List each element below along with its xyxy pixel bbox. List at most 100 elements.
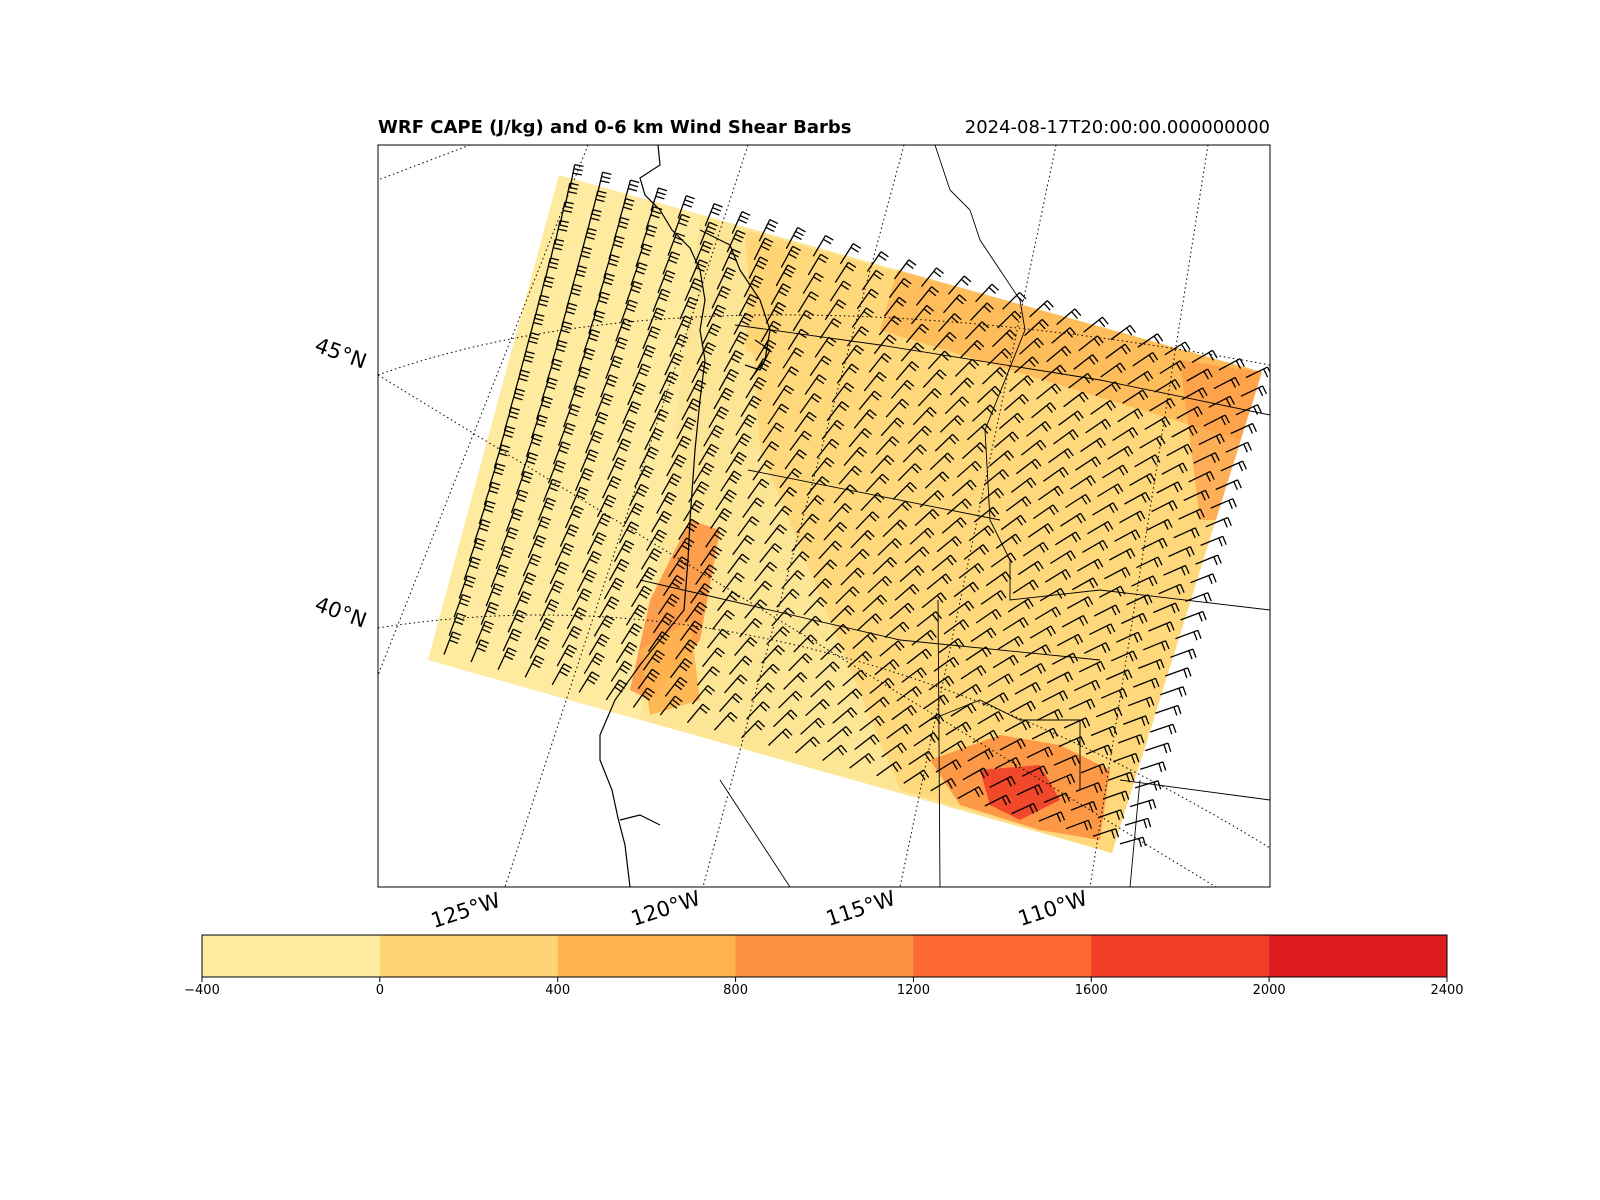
wind-barb xyxy=(605,355,624,379)
wind-barb xyxy=(650,187,668,211)
wind-barb xyxy=(677,195,695,219)
wind-barb xyxy=(838,465,862,485)
wind-barb xyxy=(1129,798,1157,810)
wind-barb xyxy=(917,388,942,407)
wind-barb xyxy=(782,347,804,369)
wind-barb xyxy=(934,433,960,452)
wind-barb xyxy=(751,682,775,701)
wind-barb xyxy=(590,411,609,435)
wind-barb xyxy=(765,301,787,324)
wind-barb xyxy=(518,350,535,375)
wind-barb xyxy=(698,443,720,466)
wind-barb xyxy=(1148,621,1175,633)
wind-barb xyxy=(801,494,825,515)
wind-barb xyxy=(956,460,982,478)
wind-barb xyxy=(1031,402,1057,419)
lat-line-40 xyxy=(378,614,1270,849)
wind-barb xyxy=(668,556,690,578)
wind-barb xyxy=(1190,573,1217,585)
wind-barb xyxy=(808,578,833,597)
wind-barb xyxy=(1161,462,1188,475)
wind-barb xyxy=(652,612,675,634)
wind-barb xyxy=(885,398,910,418)
wind-barb xyxy=(674,639,698,660)
wind-barb xyxy=(836,363,860,384)
wind-barb xyxy=(839,243,862,265)
wind-barb xyxy=(754,561,778,582)
wind-barb xyxy=(920,267,944,288)
wind-barb xyxy=(733,312,754,335)
wind-barb xyxy=(1132,351,1159,367)
wind-barb xyxy=(515,470,534,495)
wind-barb xyxy=(921,592,947,609)
wind-barb xyxy=(971,404,997,422)
wind-barb xyxy=(640,224,658,249)
wind-barb xyxy=(691,360,712,384)
wind-barb xyxy=(1007,598,1034,613)
wind-barb xyxy=(1070,800,1098,812)
wind-barb xyxy=(551,663,573,686)
wind-barb xyxy=(1026,746,1054,759)
wind-barb xyxy=(539,276,555,301)
wind-barb xyxy=(760,320,782,343)
wind-barb xyxy=(1127,370,1154,386)
wind-barb xyxy=(1119,510,1146,524)
wind-barb xyxy=(1121,612,1148,625)
wind-barb xyxy=(797,291,819,313)
wind-barb xyxy=(800,717,825,735)
wind-barb xyxy=(946,498,972,515)
wind-barb xyxy=(891,704,917,721)
wind-barb xyxy=(928,675,955,691)
wind-barb xyxy=(618,521,640,544)
wind-barb xyxy=(586,209,602,234)
wind-barb xyxy=(931,554,957,572)
wind-barb xyxy=(524,655,545,678)
wind-barb xyxy=(799,393,822,414)
wind-barb xyxy=(965,321,990,340)
wind-barb xyxy=(997,635,1024,650)
wind-barb xyxy=(603,577,625,600)
wind-barb xyxy=(953,581,980,598)
wind-barb xyxy=(708,406,729,429)
wind-barb xyxy=(1149,723,1177,735)
wind-barb xyxy=(833,484,858,504)
wind-barb xyxy=(945,721,972,736)
wind-barb xyxy=(1014,681,1041,695)
wind-barb xyxy=(798,615,823,634)
wind-barb xyxy=(1029,300,1054,318)
wind-barb xyxy=(657,593,680,615)
wind-barb xyxy=(705,526,727,548)
wind-barb xyxy=(811,457,835,478)
wind-barb xyxy=(992,329,1017,348)
wind-barb xyxy=(793,634,818,653)
wind-barb xyxy=(710,508,732,529)
wind-barb xyxy=(595,393,614,417)
wind-barb xyxy=(1051,652,1079,665)
wind-barb xyxy=(980,590,1007,605)
wind-barb xyxy=(539,599,560,622)
wind-barb xyxy=(950,702,977,717)
wind-barb xyxy=(748,256,769,279)
wind-barb xyxy=(827,726,853,743)
wind-barb xyxy=(927,350,952,370)
wind-barb xyxy=(569,486,589,510)
wind-barb xyxy=(1076,558,1104,572)
wind-barb xyxy=(1019,337,1044,355)
colorbar-tick-label: 1600 xyxy=(1074,983,1108,998)
wind-barb xyxy=(918,713,945,728)
wind-barb xyxy=(943,294,967,314)
wind-barb xyxy=(796,513,820,534)
wind-barb xyxy=(904,546,930,564)
wind-barb xyxy=(849,752,875,769)
wind-barb xyxy=(810,680,835,698)
wind-barb xyxy=(1009,375,1034,392)
wind-barb xyxy=(1151,500,1178,513)
wind-barb xyxy=(992,654,1019,669)
wind-barb xyxy=(903,769,930,784)
wind-barb xyxy=(608,235,625,260)
wind-barb xyxy=(573,366,591,391)
wind-barb xyxy=(785,227,806,250)
wind-barb xyxy=(741,720,766,739)
wind-barb xyxy=(647,631,670,652)
wind-barb xyxy=(879,640,905,657)
